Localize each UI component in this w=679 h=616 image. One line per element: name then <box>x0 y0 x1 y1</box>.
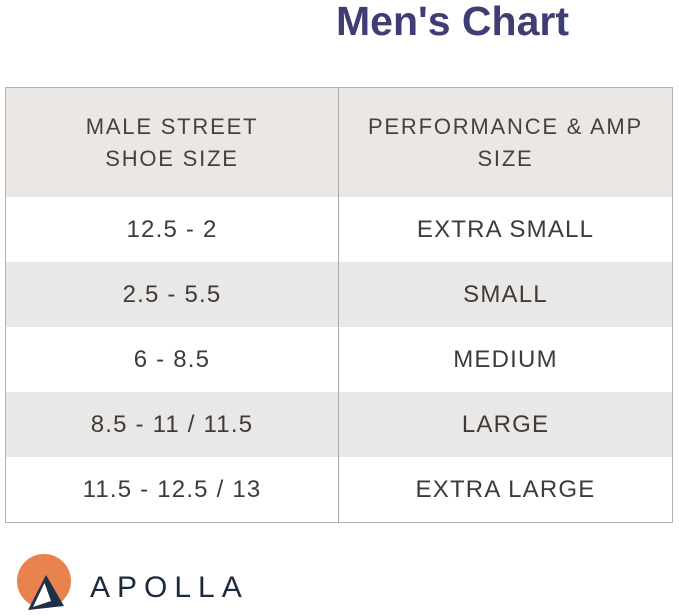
table-row: 12.5 - 2 EXTRA SMALL <box>6 197 672 262</box>
table-row: 11.5 - 12.5 / 13 EXTRA LARGE <box>6 457 672 522</box>
cell-amp-size: SMALL <box>339 262 672 327</box>
cell-amp-size: LARGE <box>339 392 672 457</box>
cell-amp-size: MEDIUM <box>339 327 672 392</box>
cell-amp-size: EXTRA LARGE <box>339 457 672 522</box>
header-amp-size-line2: SIZE <box>477 145 534 171</box>
shoe-size-value: 11.5 - 12.5 / 13 <box>82 475 262 503</box>
cell-shoe-size: 6 - 8.5 <box>6 327 339 392</box>
table-row: 6 - 8.5 MEDIUM <box>6 327 672 392</box>
amp-size-value: LARGE <box>461 410 550 438</box>
brand-name: APOLLA <box>90 571 249 604</box>
header-shoe-size-line2: SHOE SIZE <box>105 145 239 171</box>
size-table: MALE STREET SHOE SIZE PERFORMANCE & AMP … <box>5 87 673 523</box>
cell-shoe-size: 11.5 - 12.5 / 13 <box>6 457 339 522</box>
table-row: 8.5 - 11 / 11.5 LARGE <box>6 392 672 457</box>
header-shoe-size-line1: MALE STREET <box>85 113 259 139</box>
shoe-size-value: 2.5 - 5.5 <box>122 280 222 308</box>
page-title: Men's Chart <box>335 0 569 44</box>
header-amp-size-line1: PERFORMANCE & AMP <box>367 113 644 139</box>
cell-shoe-size: 2.5 - 5.5 <box>6 262 339 327</box>
table-header-row: MALE STREET SHOE SIZE PERFORMANCE & AMP … <box>6 88 672 197</box>
header-cell-shoe-size: MALE STREET SHOE SIZE <box>6 88 339 197</box>
amp-size-value: EXTRA LARGE <box>415 475 596 503</box>
cell-shoe-size: 8.5 - 11 / 11.5 <box>6 392 339 457</box>
table-row: 2.5 - 5.5 SMALL <box>6 262 672 327</box>
shoe-size-value: 6 - 8.5 <box>133 345 211 373</box>
amp-size-value: SMALL <box>463 280 548 308</box>
apolla-mountain-a-icon <box>17 554 71 610</box>
amp-size-value: MEDIUM <box>453 345 558 373</box>
header-cell-amp-size: PERFORMANCE & AMP SIZE <box>339 88 672 197</box>
amp-size-value: EXTRA SMALL <box>416 215 595 243</box>
shoe-size-value: 12.5 - 2 <box>126 215 218 243</box>
cell-amp-size: EXTRA SMALL <box>339 197 672 262</box>
cell-shoe-size: 12.5 - 2 <box>6 197 339 262</box>
shoe-size-value: 8.5 - 11 / 11.5 <box>90 410 254 438</box>
